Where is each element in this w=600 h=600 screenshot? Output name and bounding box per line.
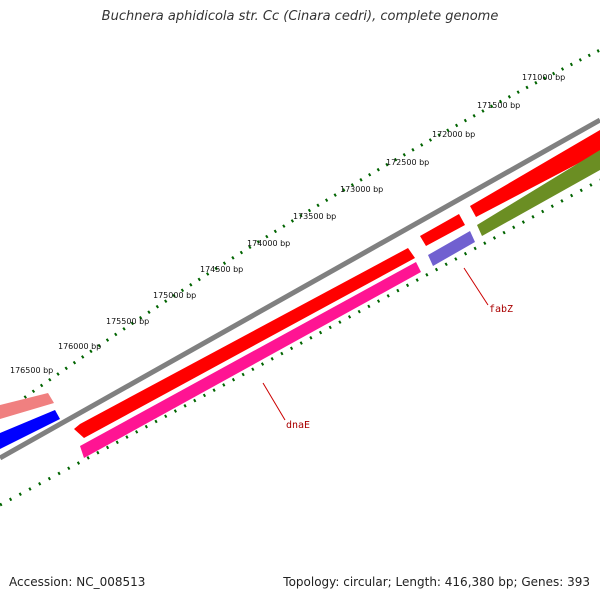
gene-arrow-fabZ [428,231,475,266]
tick-label: 171000 bp [522,73,565,82]
tick-label: 176000 bp [58,342,101,351]
tick-label: 174500 bp [200,265,243,274]
gene-arrow-blue [0,410,60,449]
gene-arrow-olive [477,150,600,236]
backbone-line [0,117,600,461]
tick-label: 175000 bp [153,291,196,300]
accession-text: Accession: NC_008513 [9,575,146,589]
gene-annotations: fabZ dnaE [262,267,513,431]
gene-arrow-magenta [80,262,421,458]
gene-arrow-partial [0,393,54,419]
fabZ-leader [463,267,489,306]
scale-labels: 171000 bp 171500 bp 172000 bp 172500 bp … [10,73,565,375]
dnaE-leader [262,382,286,421]
gene-label-fabZ: fabZ [489,304,513,315]
tick-label: 171500 bp [477,101,520,110]
genome-summary-text: Topology: circular; Length: 416,380 bp; … [283,575,590,589]
gene-arrow-dnaE [74,248,415,438]
gene-arrow-fabZ-forward [420,214,465,246]
forward-cds-track [0,130,600,438]
gene-arrow-right-forward [470,130,600,217]
tick-label: 173500 bp [293,212,336,221]
reverse-cds-track [0,150,600,458]
tick-label: 172500 bp [386,158,429,167]
tick-label: 175500 bp [106,317,149,326]
tick-label: 172000 bp [432,130,475,139]
tick-label: 176500 bp [10,366,53,375]
map-title: Buchnera aphidicola str. Cc (Cinara cedr… [101,9,499,24]
gene-label-dnaE: dnaE [286,420,310,431]
tick-label: 173000 bp [340,185,383,194]
tick-label: 174000 bp [247,239,290,248]
